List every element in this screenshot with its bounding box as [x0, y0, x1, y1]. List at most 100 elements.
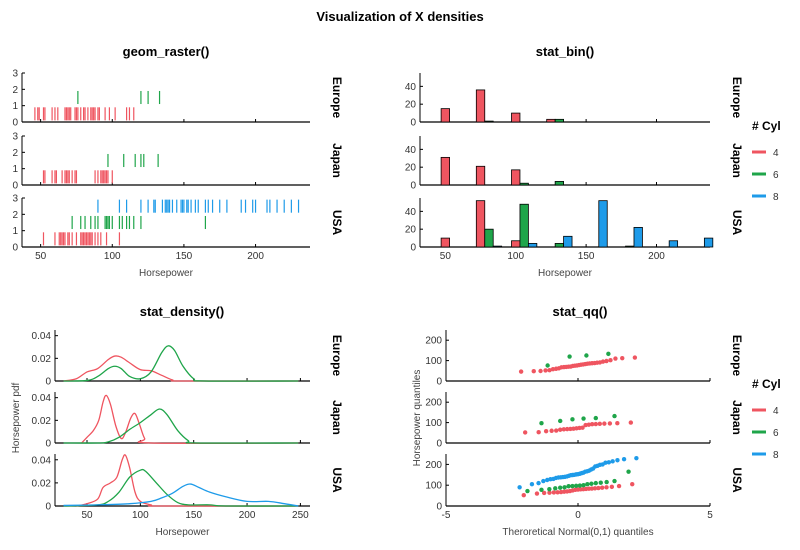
- qq-point-cyl6: [570, 417, 575, 422]
- qq-point-cyl4: [597, 421, 602, 427]
- x-tick-label: 0: [575, 510, 581, 521]
- qq-point-cyl4: [609, 484, 615, 490]
- qq-point-cyl8: [529, 481, 535, 487]
- facet-label: Japan: [330, 400, 344, 435]
- figure-title: Visualization of X densities: [316, 9, 483, 24]
- qq-point-cyl4: [547, 367, 552, 373]
- qq-point-cyl6: [604, 479, 609, 485]
- qq-point-cyl8: [606, 460, 612, 465]
- legend-title: # Cyl: [752, 119, 781, 133]
- density-line-cyl4: [63, 355, 299, 382]
- qq-point-cyl4: [586, 422, 592, 427]
- x-tick-label: 200: [239, 510, 256, 521]
- y-tick-label: 0: [410, 243, 416, 254]
- qq-point-cyl4: [541, 490, 547, 496]
- facet-europe: 0 1 2 3 Europe: [12, 69, 344, 129]
- bar-cyl4: [440, 108, 450, 123]
- density-line-cyl4: [76, 454, 299, 507]
- y-tick-label: 0: [436, 502, 442, 513]
- qq-point-cyl4: [558, 427, 563, 432]
- y-tick-label: 0.04: [32, 393, 52, 404]
- qq-point-cyl8: [610, 459, 615, 464]
- y-tick-label: 100: [425, 418, 442, 429]
- qq-point-cyl4: [522, 430, 528, 435]
- bar-cyl6: [484, 228, 494, 248]
- y-tick-label: 1: [12, 226, 18, 237]
- panel-geomraster: geom_raster() 0 1 2 3 Europe 0 1 2 3 Japan 0 1 2 3 USA 5…: [12, 44, 344, 279]
- bar-cyl6: [484, 120, 494, 123]
- qq-point-cyl4: [551, 490, 557, 495]
- qq-point-cyl6: [589, 481, 594, 486]
- qq-point-cyl4: [554, 428, 559, 433]
- bar-cyl8: [598, 200, 608, 248]
- x-tick-label: 150: [578, 251, 595, 262]
- qq-point-cyl6: [573, 483, 579, 489]
- qq-point-cyl4: [555, 490, 560, 495]
- qq-point-cyl6: [626, 469, 631, 474]
- qq-point-cyl4: [604, 485, 609, 490]
- qq-point-cyl4: [607, 421, 613, 426]
- facet-japan: 0 1 2 3 Japan: [12, 132, 344, 192]
- y-tick-label: 0: [45, 439, 51, 450]
- panel-statqq: stat_qq() 0 100 200 Europe 0 100 200 Japan 0 100 20…: [412, 304, 744, 538]
- qq-point-cyl4: [628, 420, 634, 425]
- bar-cyl6: [554, 118, 564, 123]
- qq-point-cyl4: [538, 368, 543, 374]
- bar-cyl4: [546, 118, 556, 123]
- bar-cyl8: [527, 243, 538, 248]
- y-tick-label: 0: [12, 181, 18, 192]
- qq-point-cyl4: [592, 486, 598, 491]
- legend-label: 4: [773, 148, 779, 159]
- facet-label: Japan: [330, 143, 344, 178]
- qq-point-cyl4: [593, 421, 598, 427]
- y-tick-label: 0: [12, 243, 18, 254]
- bar-cyl4: [475, 89, 486, 123]
- qq-point-cyl8: [536, 480, 541, 486]
- qq-point-cyl4: [630, 481, 635, 487]
- y-tick-label: 200: [425, 336, 442, 347]
- legend-bottom: # Cyl 4 6 8: [752, 377, 781, 461]
- facet-label: USA: [330, 467, 344, 493]
- facet-label: Europe: [730, 335, 744, 377]
- x-axis-label: Theroretical Normal(0,1) quantiles: [502, 527, 653, 538]
- bar-cyl8: [668, 240, 679, 248]
- qq-point-cyl8: [634, 455, 639, 461]
- x-tick-label: 250: [292, 510, 309, 521]
- bar-cyl4: [440, 237, 450, 248]
- y-tick-label: 0: [410, 118, 416, 129]
- qq-point-cyl4: [547, 490, 552, 495]
- x-axis-label: Horsepower: [538, 268, 593, 279]
- qq-point-cyl4: [604, 358, 609, 364]
- legend-label: 6: [773, 428, 779, 439]
- y-tick-label: 0.04: [32, 455, 52, 466]
- bar-cyl4: [511, 240, 521, 248]
- panel-title: geom_raster(): [123, 44, 210, 59]
- qq-point-cyl6: [577, 483, 583, 488]
- qq-point-cyl8: [517, 485, 522, 490]
- qq-point-cyl4: [632, 355, 638, 360]
- x-axis-label: Horsepower: [139, 268, 194, 279]
- bar-cyl8: [563, 235, 573, 248]
- qq-point-cyl6: [612, 413, 617, 419]
- y-tick-label: 100: [425, 481, 442, 492]
- legend-label: 8: [773, 192, 779, 203]
- x-tick-label: 100: [104, 251, 121, 262]
- qq-point-cyl6: [558, 418, 563, 424]
- facet-japan: 0 100 200 Japan: [425, 392, 744, 450]
- bar-cyl4: [511, 112, 521, 123]
- qq-point-cyl6: [581, 416, 586, 421]
- qq-point-cyl6: [606, 351, 611, 357]
- facet-europe: 0 100 200 Europe: [425, 330, 744, 388]
- qq-point-cyl6: [584, 353, 589, 358]
- facet-japan: 0 0.02 0.04 Japan: [32, 392, 344, 450]
- y-tick-label: 0: [410, 181, 416, 192]
- facet-label: Europe: [330, 335, 344, 377]
- y-tick-label: 0.04: [32, 331, 52, 342]
- facet-label: Europe: [330, 77, 344, 119]
- qq-point-cyl4: [534, 491, 540, 496]
- y-tick-label: 20: [405, 100, 417, 111]
- y-tick-label: 2: [12, 148, 18, 159]
- qq-point-cyl4: [599, 485, 605, 490]
- facet-usa: 0 20 40 USA 50 100 150 200: [405, 198, 744, 262]
